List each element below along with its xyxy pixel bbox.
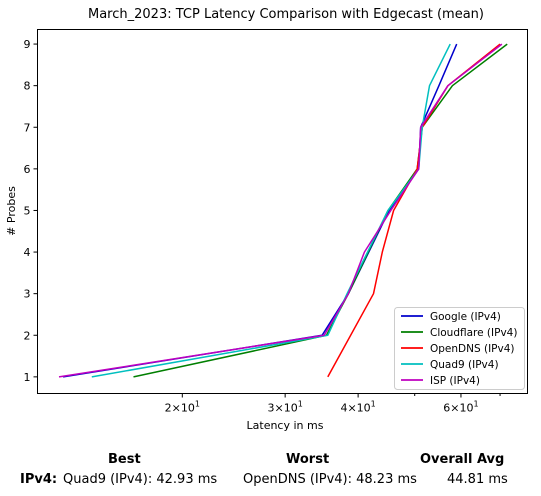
best-value: Quad9 (IPv4): 42.93 ms [63, 472, 218, 487]
y-tick-label: 7 [24, 121, 31, 134]
summary-row-label: IPv4: [20, 472, 57, 487]
overall-avg-header: Overall Avg [420, 452, 505, 467]
y-tick-label: 6 [24, 163, 31, 176]
overall-avg-value: 44.81 ms [447, 472, 508, 487]
y-axis-label: # Probes [5, 186, 18, 236]
series-lines [58, 43, 508, 378]
legend-label: OpenDNS (IPv4) [430, 343, 515, 355]
x-tick-label: 2×101 [165, 400, 200, 415]
x-axis-label: Latency in ms [247, 419, 324, 432]
y-axis-ticks: 1 2 3 4 5 6 7 8 9 [24, 38, 38, 384]
series-line [58, 43, 503, 378]
legend: Google (IPv4) Cloudflare (IPv4) OpenDNS (I… [394, 307, 525, 390]
y-tick-label: 5 [24, 204, 31, 217]
y-tick-label: 3 [24, 288, 31, 301]
plot-frame [37, 29, 528, 394]
best-header: Best [108, 452, 141, 467]
worst-header: Worst [286, 452, 330, 467]
legend-label: Google (IPv4) [430, 311, 501, 323]
x-tick-label: 6×101 [443, 400, 478, 415]
legend-label: ISP (IPv4) [430, 375, 480, 387]
x-tick-label: 4×101 [340, 400, 375, 415]
legend-box [394, 307, 525, 390]
y-tick-label: 4 [24, 246, 31, 259]
y-tick-label: 1 [24, 371, 31, 384]
legend-label: Quad9 (IPv4) [430, 359, 499, 371]
x-tick-label: 3×101 [267, 400, 302, 415]
chart-title: March_2023: TCP Latency Comparison with … [88, 7, 484, 22]
ipv4-label: IPv4: [20, 472, 58, 487]
y-tick-label: 9 [24, 38, 31, 51]
series-line [91, 43, 451, 378]
worst-value: OpenDNS (IPv4): 48.23 ms [243, 472, 417, 487]
y-tick-label: 8 [24, 80, 31, 93]
y-tick-label: 2 [24, 329, 31, 342]
x-axis-ticks: 2×101 3×101 4×101 6×101 [165, 393, 501, 415]
legend-label: Cloudflare (IPv4) [430, 327, 517, 339]
